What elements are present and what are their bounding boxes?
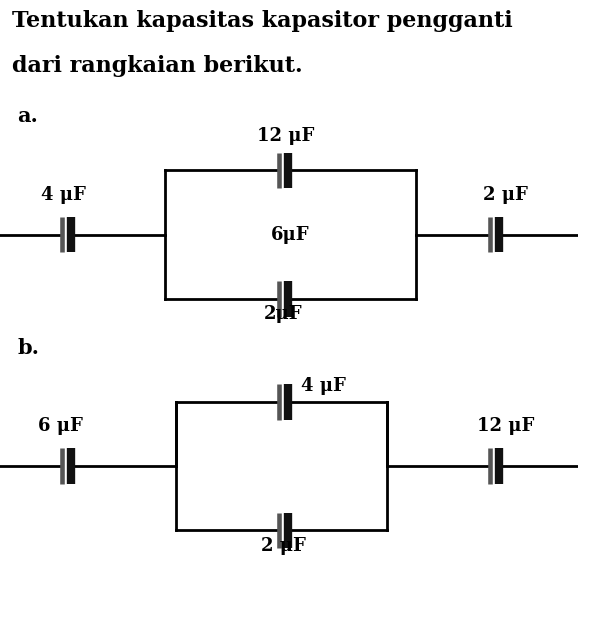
Text: dari rangkaian berikut.: dari rangkaian berikut. — [12, 55, 302, 77]
Text: 4 μF: 4 μF — [41, 186, 86, 204]
Text: 6μF: 6μF — [271, 226, 310, 244]
Text: 4 μF: 4 μF — [300, 377, 345, 395]
Text: Tentukan kapasitas kapasitor pengganti: Tentukan kapasitas kapasitor pengganti — [12, 10, 512, 32]
Text: 12 μF: 12 μF — [477, 417, 535, 435]
Text: a.: a. — [17, 106, 38, 126]
Text: 2μF: 2μF — [264, 305, 302, 323]
Text: 12 μF: 12 μF — [257, 127, 314, 145]
Text: 6 μF: 6 μF — [38, 417, 83, 435]
Text: 2 μF: 2 μF — [261, 537, 306, 555]
Text: b.: b. — [17, 338, 39, 358]
Text: 2 μF: 2 μF — [483, 186, 528, 204]
